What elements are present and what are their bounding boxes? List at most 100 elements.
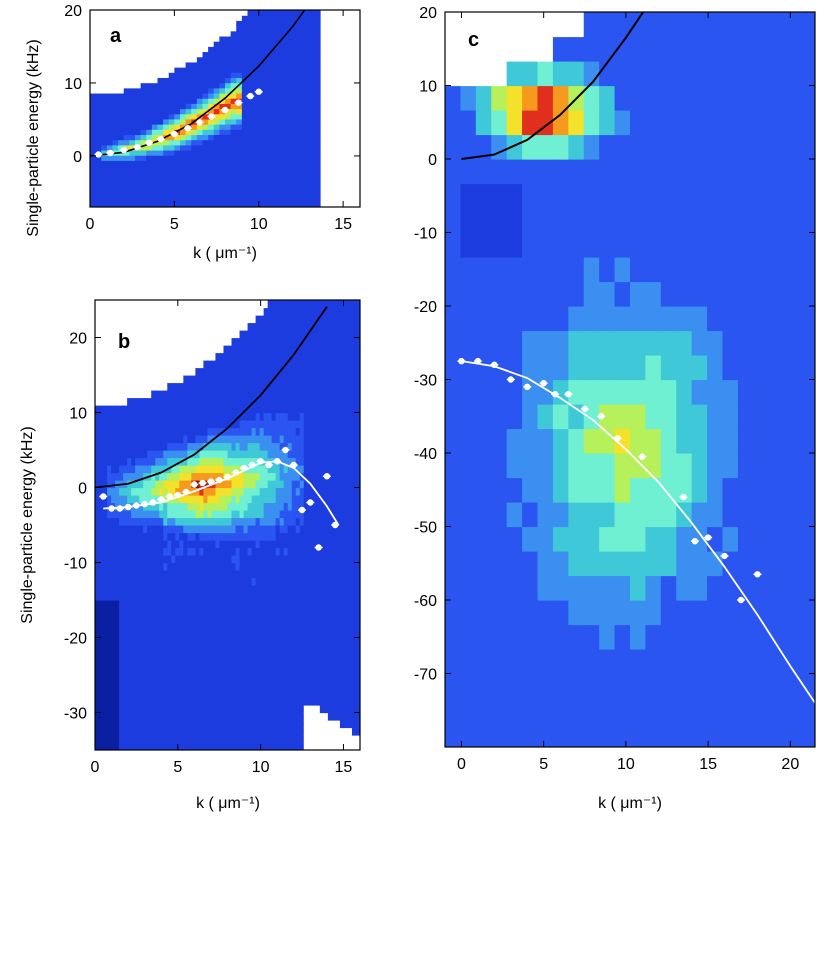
heatmap-cell	[119, 585, 124, 594]
heatmap-cell	[253, 61, 260, 68]
heatmap-cell	[258, 51, 265, 58]
heatmap-cell	[255, 352, 261, 361]
heatmap-cell	[115, 660, 120, 669]
heatmap-cell	[147, 577, 152, 586]
heatmap-cell	[337, 191, 344, 198]
heatmap-cell	[275, 585, 281, 594]
heatmap-cell	[147, 630, 152, 639]
heatmap-cell	[270, 56, 277, 63]
heatmap-cell	[326, 30, 333, 37]
heatmap-cell	[239, 330, 245, 339]
heatmap-cell	[299, 547, 305, 556]
heatmap-cell	[129, 98, 136, 104]
heatmap-cell	[187, 667, 192, 676]
heatmap-cell	[275, 196, 282, 203]
heatmap-cell	[95, 502, 100, 511]
heatmap-cell	[131, 697, 136, 706]
heatmap-cell	[195, 540, 200, 549]
heatmap-cell	[99, 525, 104, 534]
heatmap-cell	[135, 637, 140, 646]
heatmap-cell	[90, 87, 97, 94]
heatmap-cell	[147, 322, 152, 331]
heatmap-cell	[264, 113, 271, 120]
heatmap-cell	[123, 622, 128, 631]
heatmap-cell	[243, 360, 249, 369]
heatmap-cell	[123, 155, 130, 161]
heatmap-cell	[147, 652, 152, 661]
heatmap-cell	[258, 191, 265, 198]
heatmap-cell	[315, 25, 322, 32]
heatmap-cell	[207, 705, 213, 714]
heatmap-cell	[348, 149, 355, 156]
heatmap-cell	[331, 20, 339, 27]
heatmap-cell	[223, 412, 229, 421]
heatmap-cell	[155, 735, 160, 744]
heatmap-cell	[299, 442, 305, 451]
heatmap-cell	[99, 495, 104, 504]
heatmap-cell	[215, 697, 221, 706]
heatmap-cell	[95, 585, 100, 594]
heatmap-cell	[155, 540, 160, 549]
heatmap-cell	[208, 82, 215, 89]
heatmap-cell	[320, 108, 327, 115]
heatmap-cell	[199, 600, 205, 609]
heatmap-cell	[155, 697, 160, 706]
heatmap-cell	[135, 697, 140, 706]
heatmap-cell	[263, 720, 269, 729]
heatmap-cell	[251, 322, 257, 331]
heatmap-cell	[112, 51, 119, 58]
heatmap-cell	[239, 667, 245, 676]
heatmap-cell	[303, 82, 310, 89]
heatmap-cell	[140, 30, 147, 37]
heatmap-cell	[90, 129, 97, 136]
heatmap-cell	[320, 170, 327, 177]
heatmap-cell	[179, 697, 184, 706]
heatmap-cell	[223, 562, 229, 571]
heatmap-cell	[135, 41, 142, 47]
heatmap-cell	[115, 352, 120, 361]
heatmap-cell	[167, 547, 172, 556]
heatmap-cell	[263, 532, 269, 541]
heatmap-cell	[279, 600, 285, 609]
heatmap-cell	[243, 690, 249, 699]
heatmap-cell	[151, 555, 156, 564]
heatmap-cell	[247, 735, 253, 744]
heatmap-cell	[303, 92, 310, 99]
heatmap-cell	[279, 720, 285, 729]
heatmap-cell	[320, 191, 327, 198]
heatmap-cell	[157, 175, 164, 182]
heatmap-cell	[183, 630, 188, 639]
heatmap-cell	[163, 457, 168, 466]
heatmap-cell	[231, 495, 237, 504]
heatmap-cell	[255, 690, 261, 699]
heatmap-cell	[175, 382, 180, 391]
heatmap-cell	[211, 577, 217, 586]
heatmap-cell	[159, 645, 164, 654]
heatmap-cell	[99, 720, 104, 729]
heatmap-cell	[283, 525, 289, 534]
heatmap-cell	[140, 46, 147, 53]
heatmap-cell	[163, 487, 168, 496]
heatmap-cell	[309, 175, 316, 182]
heatmap-cell	[191, 67, 198, 73]
heatmap-cell	[230, 113, 237, 120]
heatmap-cell	[119, 307, 124, 316]
heatmap-cell	[168, 191, 175, 198]
heatmap-cell	[243, 712, 249, 721]
heatmap-cell	[115, 442, 120, 451]
heatmap-cell	[171, 330, 176, 339]
heatmap-cell	[326, 155, 333, 161]
heatmap-cell	[131, 570, 136, 579]
heatmap-cell	[139, 577, 144, 586]
heatmap-cell	[283, 465, 289, 474]
heatmap-cell	[354, 41, 360, 47]
heatmap-cell	[163, 25, 170, 32]
heatmap-cell	[207, 570, 213, 579]
heatmap-cell	[315, 191, 322, 198]
heatmap-cell	[119, 675, 124, 684]
heatmap-cell	[131, 442, 136, 451]
heatmap-cell	[171, 360, 176, 369]
heatmap-cell	[202, 30, 209, 37]
heatmap-cell	[171, 720, 176, 729]
heatmap-cell	[99, 645, 104, 654]
